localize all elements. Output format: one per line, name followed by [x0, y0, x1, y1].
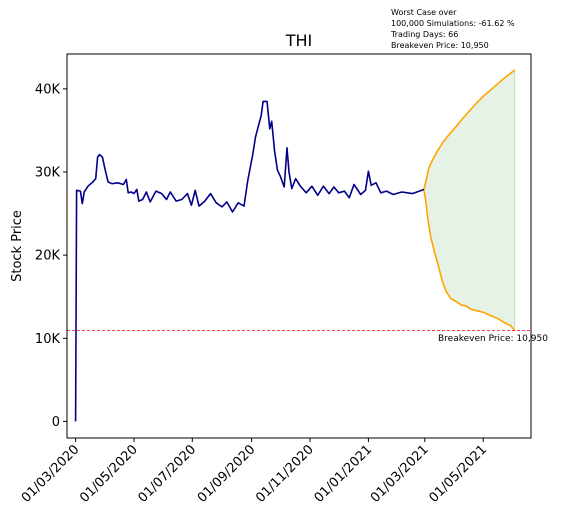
- y-tick-label: 0: [52, 415, 60, 430]
- simulation-band: [423, 69, 516, 331]
- chart-title: THI: [285, 31, 313, 50]
- price-history-line: [74, 100, 425, 422]
- y-axis: 0 10K 20K 30K 40K: [35, 82, 67, 430]
- y-tick-label: 40K: [35, 82, 61, 97]
- worst-case-note-line1: Worst Case over: [391, 8, 457, 17]
- y-tick-label: 20K: [35, 249, 61, 264]
- worst-case-note-line2: 100,000 Simulations: -61.62 %: [391, 19, 515, 28]
- simulation-band-area: [423, 69, 515, 331]
- projection-lower-line: [423, 189, 516, 332]
- projection-upper-line: [423, 69, 516, 190]
- trading-days-note: Trading Days: 66: [390, 30, 458, 39]
- y-tick-label: 10K: [35, 332, 61, 347]
- y-axis-label: Stock Price: [10, 210, 25, 282]
- plot-frame: [66, 53, 532, 439]
- breakeven-note: Breakeven Price: 10,950: [391, 41, 489, 50]
- price-lines: [74, 69, 516, 422]
- y-tick-label: 30K: [35, 166, 61, 181]
- breakeven-annotation: Breakeven Price: 10,950: [438, 334, 548, 344]
